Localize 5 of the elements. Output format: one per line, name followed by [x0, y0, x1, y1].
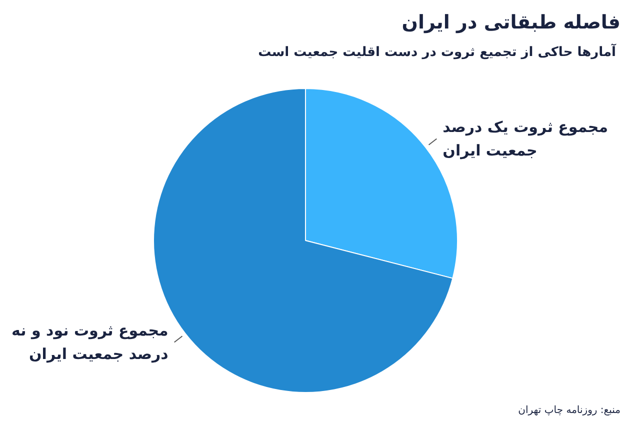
slice-label: مجموع ثروت نود و نه درصد جمعیت ایران	[11, 322, 169, 363]
text: منبع: روزنامه چاپ تهران	[518, 405, 621, 416]
slice-label: مجموع ثروت یک درصد جمعیت ایران	[442, 118, 608, 160]
chart-subtitle: آمارها حاکی از تجمیع ثروت در دست اقلیت جمعیت است	[258, 43, 617, 60]
chart-title: فاصله طبقاتی در ایران	[402, 12, 621, 34]
